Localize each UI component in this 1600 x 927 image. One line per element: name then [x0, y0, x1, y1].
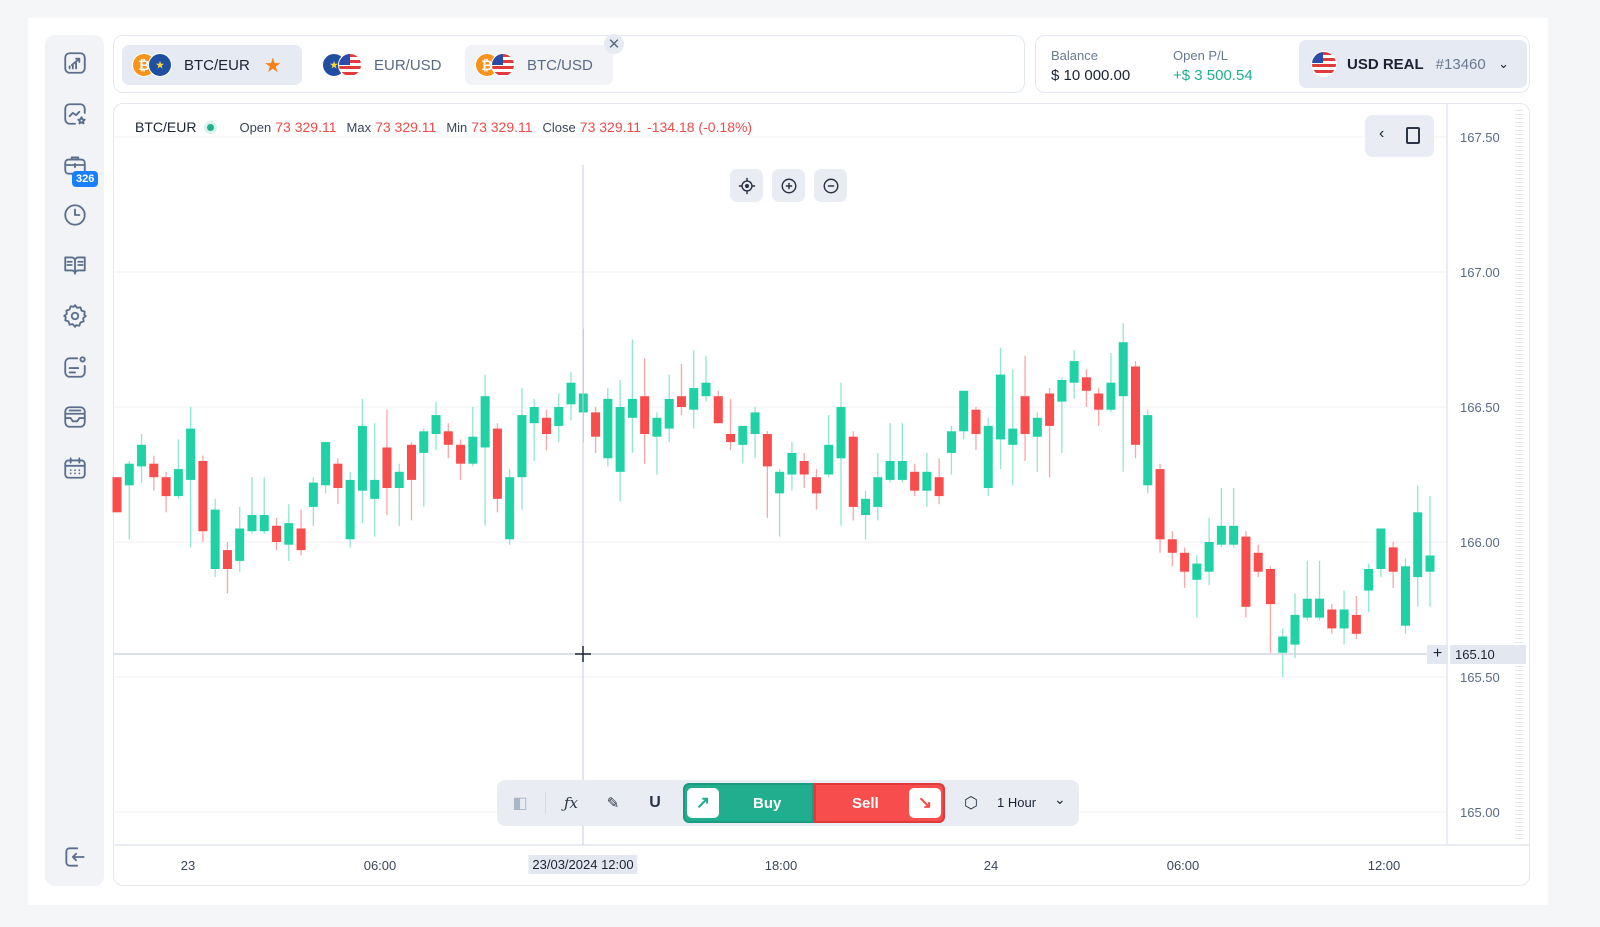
zoom-out-button[interactable]	[814, 169, 847, 202]
arrow-down-right-icon: ↘	[909, 788, 941, 818]
chevron-down-icon: ⌄	[1498, 56, 1509, 71]
open-pl-value: +$ 3 500.54	[1173, 67, 1253, 84]
tab-label: BTC/USD	[527, 56, 593, 74]
chart-settings-icon[interactable]: ⬡	[964, 795, 978, 812]
close-tab-icon[interactable]: ✕	[604, 34, 624, 54]
time-tick: 06:00	[1166, 858, 1200, 873]
open-label: Open	[239, 119, 272, 135]
magnet-icon[interactable]: U	[649, 794, 661, 811]
eur-usd-pair-icon: ★	[322, 53, 362, 77]
chart-panel[interactable]	[113, 103, 1530, 886]
account-selector[interactable]: USD REAL #13460 ⌄	[1299, 40, 1527, 88]
time-tick: 18:00	[764, 858, 798, 873]
time-tick: 24	[983, 858, 999, 873]
panel-controls: ‹	[1365, 115, 1434, 157]
indicators-fx-icon[interactable]: ƒx	[563, 794, 578, 812]
ohlc-legend: BTC/EUR Open 73 329.11 Max 73 329.11 Min 73…	[135, 119, 762, 135]
time-tick: 12:00	[1367, 858, 1401, 873]
tab-btc-eur[interactable]: ₿ ★ BTC/EUR ★	[122, 45, 302, 85]
tab-eur-usd[interactable]: ★ EUR/USD	[312, 45, 452, 85]
price-tick: 167.00	[1460, 265, 1500, 280]
price-tick: 165.00	[1460, 805, 1500, 820]
usd-flag-icon	[1311, 51, 1337, 77]
tab-btc-usd[interactable]: ₿ BTC/USD	[465, 45, 613, 85]
crosshair-price-label: 165.10	[1450, 645, 1526, 664]
watchlist-chart-icon[interactable]	[61, 100, 89, 128]
instrument-tabs: ₿ ★ BTC/EUR ★ ★ EUR/USD ₿ BTC/USD	[113, 35, 1025, 93]
chevron-down-icon[interactable]: ⌄	[1054, 791, 1066, 807]
account-panel: Balance $ 10 000.00 Open P/L +$ 3 500.54…	[1035, 35, 1530, 93]
crosshair-time-label: 23/03/2024 12:00	[528, 855, 638, 874]
education-book-icon[interactable]	[61, 251, 89, 279]
timeframe-select[interactable]: 1 Hour	[997, 795, 1037, 810]
analytics-icon[interactable]	[61, 49, 89, 77]
chart-symbol: BTC/EUR	[135, 119, 197, 135]
balance-value: $ 10 000.00	[1051, 67, 1131, 84]
arrow-up-right-icon: ↗	[687, 788, 719, 818]
zoom-out-icon	[823, 178, 838, 193]
chevron-left-icon[interactable]: ‹	[1379, 125, 1385, 142]
min-value: 73 329.11	[471, 119, 533, 135]
center-crosshair-button[interactable]	[730, 169, 763, 202]
close-value: 73 329.11	[579, 119, 642, 135]
crosshair-target-icon	[738, 177, 755, 194]
account-number: #13460	[1435, 55, 1486, 73]
history-clock-icon[interactable]	[61, 201, 89, 229]
logout-icon[interactable]	[61, 843, 89, 871]
settings-gear-icon[interactable]	[61, 302, 89, 330]
zoom-in-button[interactable]	[772, 169, 805, 202]
price-tick: 166.50	[1460, 400, 1500, 415]
open-value: 73 329.11	[275, 119, 337, 135]
close-label: Close	[542, 119, 576, 135]
buy-label: Buy	[753, 795, 782, 812]
live-status-dot	[204, 120, 218, 134]
btc-eur-pair-icon: ₿ ★	[132, 53, 172, 77]
open-pl-label: Open P/L	[1173, 48, 1228, 63]
portfolio-count-badge: 326	[72, 171, 99, 187]
account-name: USD REAL	[1347, 55, 1424, 73]
messages-inbox-icon[interactable]	[61, 403, 89, 431]
tab-label: BTC/EUR	[184, 56, 250, 74]
add-alert-plus-icon[interactable]: +	[1427, 645, 1448, 664]
min-label: Min	[446, 119, 468, 135]
favorite-star-icon[interactable]: ★	[263, 54, 282, 77]
order-book-icon[interactable]	[1406, 127, 1420, 144]
max-value: 73 329.11	[375, 119, 437, 135]
zoom-in-icon	[781, 178, 796, 193]
btc-usd-pair-icon: ₿	[475, 53, 515, 77]
sidebar: 326	[45, 35, 104, 886]
sell-label: Sell	[852, 795, 879, 812]
price-tick: 165.50	[1460, 670, 1500, 685]
news-notification-icon[interactable]	[61, 353, 89, 381]
balance-label: Balance	[1051, 48, 1098, 63]
change-value: -134.18 (-0.18%)	[647, 119, 753, 135]
drawing-pen-icon[interactable]: ✎	[606, 795, 620, 812]
divider	[545, 792, 546, 814]
price-tick: 166.00	[1460, 535, 1500, 550]
time-tick: 23	[180, 858, 196, 873]
price-tick: 167.50	[1460, 130, 1500, 145]
max-label: Max	[346, 119, 372, 135]
calendar-icon[interactable]	[61, 454, 89, 482]
layout-panel-icon[interactable]: ◧	[512, 795, 528, 812]
sell-button[interactable]: Sell ↘	[814, 783, 945, 823]
time-tick: 06:00	[363, 858, 397, 873]
tab-label: EUR/USD	[374, 56, 442, 74]
buy-button[interactable]: ↗ Buy	[683, 783, 814, 823]
